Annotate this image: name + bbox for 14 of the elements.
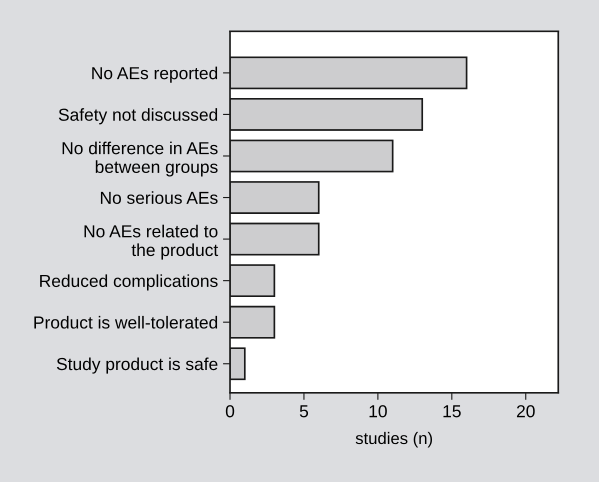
y-tick-label: No difference in AEs between groups: [62, 142, 218, 176]
y-tick-label: Reduced complications: [40, 274, 218, 291]
x-tick-label: 0: [226, 405, 234, 418]
x-tick-label: 5: [300, 405, 308, 418]
y-tick-label: No AEs related to the product: [84, 224, 218, 260]
x-tick-label: 15: [443, 405, 461, 418]
x-tick-label: 20: [516, 405, 535, 418]
y-tick-label: Product is well-tolerated: [34, 316, 218, 329]
y-tick-label: No serious AEs: [100, 191, 218, 204]
x-axis-title: studies (n): [356, 432, 432, 448]
y-tick-label: Study product is safe: [56, 357, 218, 374]
y-tick-label: No AEs reported: [92, 66, 218, 83]
x-tick-label: 10: [370, 405, 387, 418]
y-tick-label: Safety not discussed: [58, 108, 218, 124]
